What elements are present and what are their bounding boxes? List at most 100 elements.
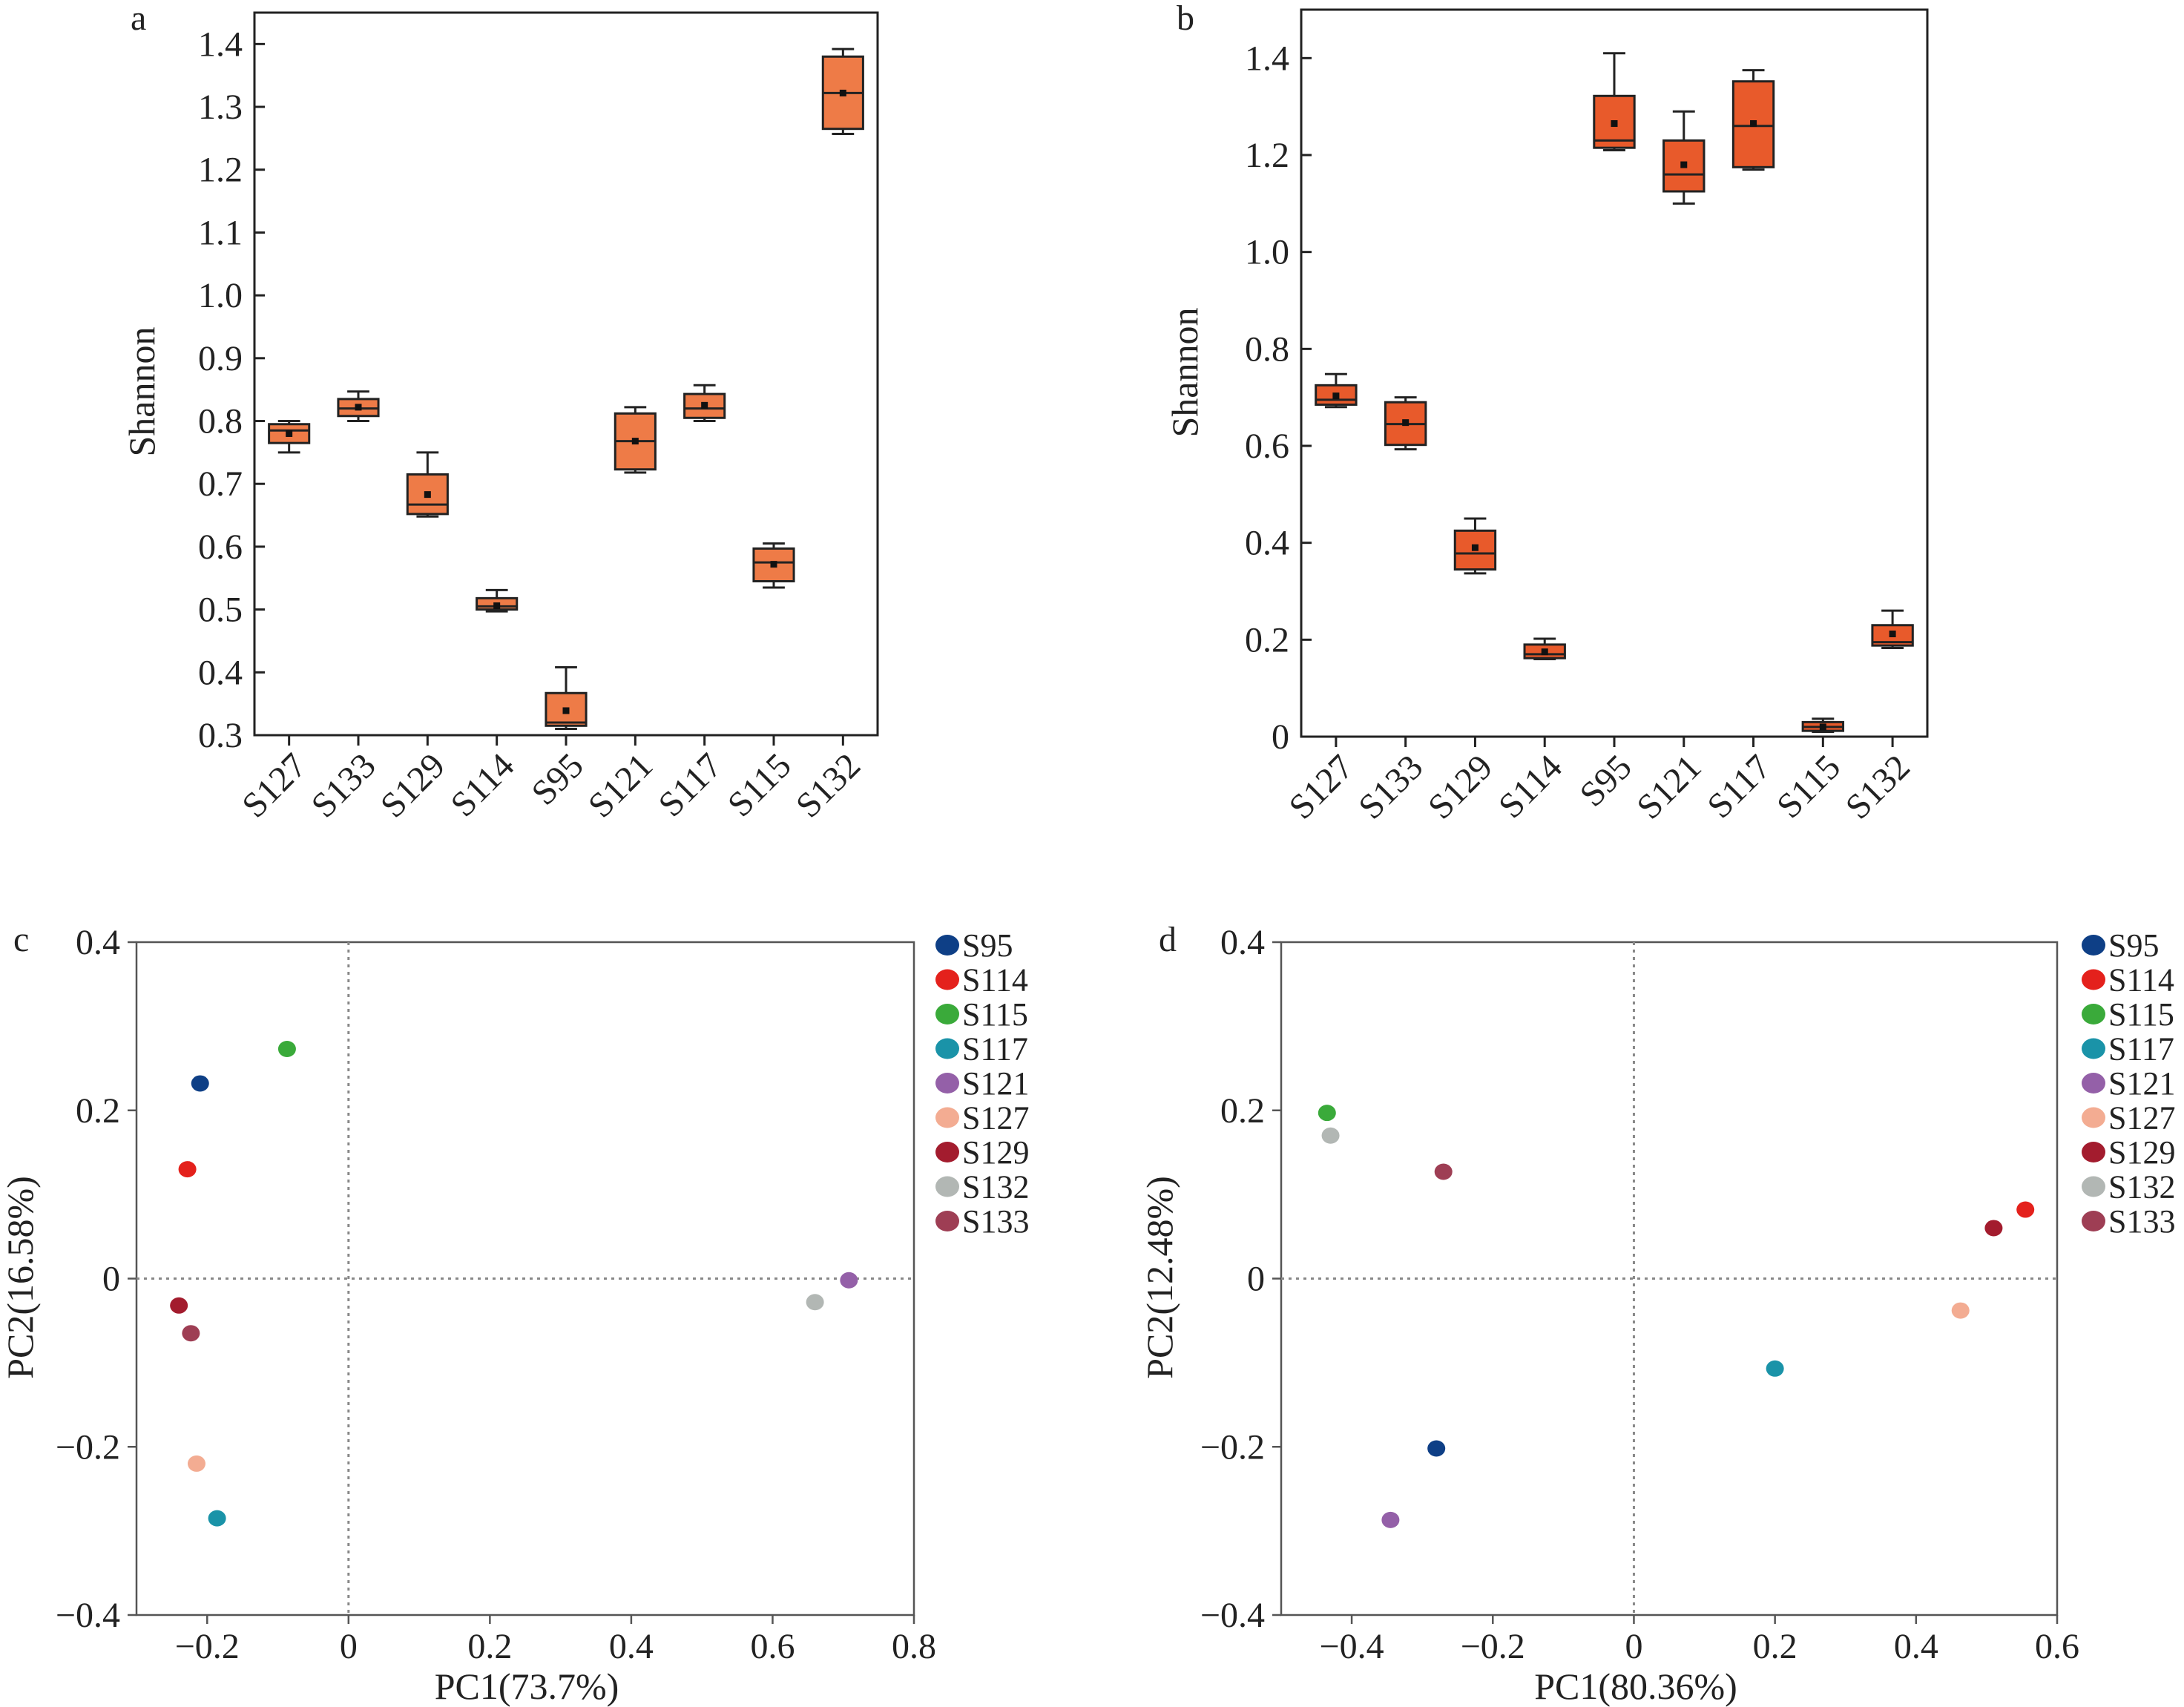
y-tick-label: 1.1: [198, 213, 243, 252]
mean-marker: [562, 707, 570, 714]
panel-d-plot: −0.4 −0.2 0 0.2 0.4 0.6 −0.4 −0.2 0 0.2 0.4: [1200, 923, 2079, 1666]
legend-label-S115: S115: [2108, 996, 2174, 1033]
panel-c: c PC1(73.7%) PC2(16.58%) −0.2 0 0.2 0.4 0.6 0…: [0, 920, 1029, 1707]
y-tick-label: 0: [1272, 717, 1289, 757]
y-tick-label: 0.9: [198, 339, 243, 378]
x-tick-label: 0.2: [1753, 1627, 1797, 1666]
mean-marker: [1541, 648, 1548, 656]
y-tick-label: 0.4: [1220, 923, 1265, 962]
mean-marker: [1471, 544, 1479, 551]
legend-label-S117: S117: [2108, 1031, 2174, 1068]
point-S115: [277, 1040, 296, 1057]
x-tick-label: S129: [1421, 747, 1500, 826]
legend-label-S132: S132: [962, 1169, 1029, 1206]
box-S127: [268, 420, 311, 454]
box-S127: [1315, 372, 1358, 409]
panel-a: a Shannon 0.3 0.4 0.5 0.6 0.7 0.8 0.9 1.0 1.1 1.2…: [121, 0, 879, 826]
mean-marker: [1819, 723, 1826, 731]
legend-swatch-S115: [2082, 1004, 2105, 1024]
y-tick-label: 0.7: [198, 464, 243, 504]
box-S117: [683, 384, 726, 423]
point-S132: [1321, 1127, 1340, 1144]
point-S121: [1381, 1511, 1400, 1528]
mean-marker: [424, 491, 431, 499]
x-tick-label: S129: [373, 746, 453, 825]
box-S132: [821, 47, 864, 135]
x-tick-label: S132: [789, 746, 868, 825]
legend-swatch-S95: [935, 935, 959, 956]
legend-swatch-S114: [935, 969, 959, 990]
x-tick-label: S121: [581, 746, 660, 825]
mean-marker: [770, 561, 777, 568]
x-tick-label: S117: [1700, 747, 1778, 826]
panel-a-ylabel: Shannon: [121, 327, 162, 457]
mean-marker: [631, 438, 639, 445]
legend-swatch-S132: [935, 1176, 959, 1197]
point-S129: [1984, 1220, 2003, 1237]
legend-swatch-S133: [935, 1211, 959, 1231]
mean-marker: [1332, 392, 1340, 400]
legend-label-S95: S95: [962, 927, 1013, 964]
box-S132: [1871, 609, 1914, 649]
y-tick-label: 0.2: [1245, 620, 1289, 660]
mean-marker: [701, 401, 708, 409]
box-S117: [1731, 69, 1775, 171]
panel-c-label: c: [13, 920, 29, 959]
legend-swatch-S114: [2082, 969, 2105, 990]
y-tick-label: 0.4: [198, 653, 243, 692]
point-S115: [1318, 1105, 1336, 1122]
x-tick-label: 0.6: [750, 1627, 795, 1666]
legend-label-S127: S127: [2108, 1100, 2175, 1137]
box-body: [1662, 139, 1706, 193]
legend-label-S114: S114: [962, 962, 1028, 999]
box-body: [1315, 384, 1358, 406]
x-tick-label: S115: [720, 746, 799, 824]
x-tick-label: S115: [1769, 747, 1848, 826]
x-tick-label: S114: [443, 746, 522, 824]
mean-marker: [355, 404, 362, 411]
panel-d-ylabel: PC2(12.48%): [1139, 1176, 1180, 1379]
panel-d-label: d: [1159, 920, 1177, 959]
x-tick-label: S95: [524, 746, 591, 812]
box-S115: [752, 542, 795, 589]
panel-a-plot: 0.3 0.4 0.5 0.6 0.7 0.8 0.9 1.0 1.1 1.2 1.3 1.4 S127…: [198, 11, 879, 826]
mean-marker: [1889, 630, 1896, 637]
y-tick-label: 0.6: [198, 527, 243, 567]
panel-c-xlabel: PC1(73.7%): [435, 1665, 619, 1707]
legend-swatch-S127: [935, 1107, 959, 1128]
x-tick-label: 0.6: [2035, 1627, 2079, 1666]
legend-label-S95: S95: [2108, 927, 2159, 964]
panel-c-plot: −0.2 0 0.2 0.4 0.6 0.8 −0.4 −0.2 0 0.2 0.4: [56, 923, 936, 1666]
mean-marker: [286, 430, 293, 437]
mean-marker: [839, 89, 846, 96]
point-S117: [208, 1510, 226, 1527]
y-tick-label: 0.2: [1220, 1091, 1265, 1131]
box-S114: [476, 588, 519, 613]
box-S133: [337, 390, 380, 423]
legend-label-S129: S129: [2108, 1134, 2175, 1171]
point-S95: [1427, 1440, 1446, 1457]
legend-swatch-S127: [2082, 1107, 2105, 1128]
panel-d-xlabel: PC1(80.36%): [1534, 1665, 1737, 1707]
x-tick-label: 0.8: [892, 1627, 936, 1666]
x-tick-label: −0.2: [1461, 1627, 1525, 1666]
legend-label-S127: S127: [962, 1100, 1029, 1137]
legend-label-S115: S115: [962, 996, 1028, 1033]
legend-label-S132: S132: [2108, 1169, 2175, 1206]
x-tick-label: S121: [1629, 747, 1708, 826]
legend-swatch-S133: [2082, 1211, 2105, 1231]
x-tick-label: S133: [304, 746, 384, 825]
legend-label-S117: S117: [962, 1031, 1028, 1068]
x-tick-label: 0.4: [609, 1627, 654, 1666]
box-S95: [545, 666, 588, 731]
point-S127: [187, 1455, 205, 1472]
legend-label-S121: S121: [2108, 1065, 2175, 1102]
y-tick-label: 0.4: [1245, 524, 1289, 563]
y-tick-label: 0: [102, 1260, 120, 1299]
point-S133: [182, 1325, 200, 1342]
y-tick-label: 0.8: [198, 402, 243, 441]
legend-label-S121: S121: [962, 1065, 1029, 1102]
y-tick-label: 0.4: [76, 923, 120, 962]
y-tick-label: 0.2: [76, 1091, 120, 1131]
